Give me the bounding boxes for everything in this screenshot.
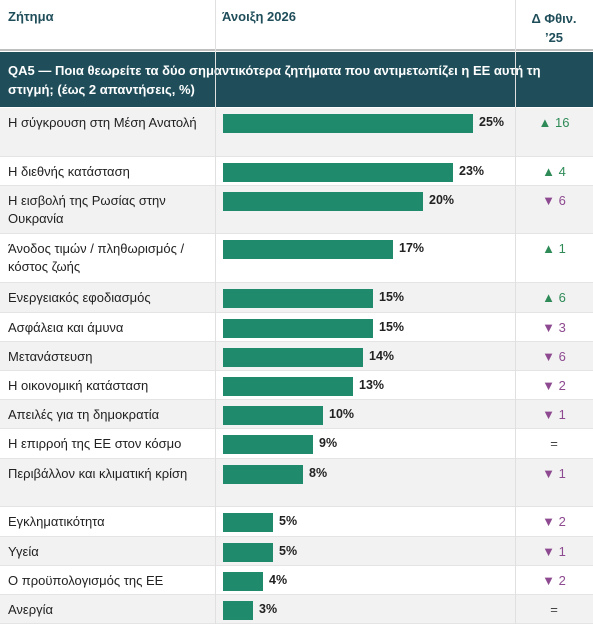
row: Υγεία 5% ▼ 1 <box>0 537 593 566</box>
row: Απειλές για τη δημοκρατία 10% ▼ 1 <box>0 400 593 429</box>
bar <box>223 572 263 591</box>
column-separator <box>215 0 216 624</box>
bar <box>223 319 373 338</box>
value-label: 3% <box>259 602 278 616</box>
value-label: 15% <box>379 320 405 334</box>
row-label: Η οικονομική κατάσταση <box>8 378 149 393</box>
value-label: 9% <box>319 436 338 450</box>
bar <box>223 240 393 259</box>
change-label: ▲ 4 <box>542 164 566 179</box>
bar <box>223 465 303 484</box>
row: Ανεργία 3% = <box>0 595 593 624</box>
change-label: ▼ 1 <box>542 544 566 559</box>
bar <box>223 513 273 532</box>
row: Άνοδος τιμών / πληθωρισμός / κόστος ζωής… <box>0 234 593 283</box>
row-label: Η εισβολή της Ρωσίας στην Ουκρανία <box>8 193 166 226</box>
value-label: 5% <box>279 514 298 528</box>
value-label: 8% <box>309 466 328 480</box>
change-label: ▼ 6 <box>542 193 566 208</box>
row-label: Η σύγκρουση στη Μέση Ανατολή <box>8 115 197 130</box>
row-label: Η διεθνής κατάσταση <box>8 164 130 179</box>
row-label: Απειλές για τη δημοκρατία <box>8 407 160 422</box>
row-label: Ανεργία <box>8 602 54 617</box>
bar <box>223 406 323 425</box>
row: Μετανάστευση 14% ▼ 6 <box>0 342 593 371</box>
value-label: 20% <box>429 193 455 207</box>
row: Η επιρροή της ΕΕ στον κόσμο 9% = <box>0 429 593 459</box>
row-label: Περιβάλλον και κλιματική κρίση <box>8 466 188 481</box>
column-header: Άνοιξη 2026 <box>222 9 296 24</box>
column-header: Ζήτημα <box>8 9 54 24</box>
change-label: ▲ 1 <box>542 241 566 256</box>
value-label: 25% <box>479 115 505 129</box>
bar <box>223 289 373 308</box>
row: Η εισβολή της Ρωσίας στην Ουκρανία 20% ▼ 6 <box>0 186 593 234</box>
change-label: ▼ 2 <box>542 573 566 588</box>
row: Εγκληματικότητα 5% ▼ 2 <box>0 507 593 537</box>
row-label: Υγεία <box>8 544 39 559</box>
value-label: 5% <box>279 544 298 558</box>
change-label: ▼ 2 <box>542 378 566 393</box>
change-label: = <box>550 602 558 617</box>
value-label: 4% <box>269 573 288 587</box>
value-label: 17% <box>399 241 425 255</box>
change-label: ▲ 6 <box>542 290 566 305</box>
value-label: 14% <box>369 349 395 363</box>
row-label: Ασφάλεια και άμυνα <box>8 320 124 335</box>
change-label: ▼ 1 <box>542 407 566 422</box>
value-label: 15% <box>379 290 405 304</box>
value-label: 13% <box>359 378 385 392</box>
row: Ο προϋπολογισμός της ΕΕ 4% ▼ 2 <box>0 566 593 595</box>
change-label: ▼ 1 <box>542 466 566 481</box>
row: Η σύγκρουση στη Μέση Ανατολή 25% ▲ 16 <box>0 108 593 157</box>
bar <box>223 543 273 562</box>
row-label: Μετανάστευση <box>8 349 93 364</box>
row: Η οικονομική κατάσταση 13% ▼ 2 <box>0 371 593 400</box>
change-label: = <box>550 436 558 451</box>
bar <box>223 192 423 211</box>
row-label: Η επιρροή της ΕΕ στον κόσμο <box>8 436 182 451</box>
question: QA5 — Ποια θεωρείτε τα δύο σημαντικότερα… <box>0 52 593 107</box>
row-label: Εγκληματικότητα <box>8 514 105 529</box>
value-label: 23% <box>459 164 485 178</box>
change-label: ▲ 16 <box>538 115 570 130</box>
row: Ενεργειακός εφοδιασμός 15% ▲ 6 <box>0 283 593 313</box>
row-label: Άνοδος τιμών / πληθωρισμός / κόστος ζωής <box>8 241 185 274</box>
bar <box>223 377 353 396</box>
row: Η διεθνής κατάσταση 23% ▲ 4 <box>0 157 593 186</box>
row: Περιβάλλον και κλιματική κρίση 8% ▼ 1 <box>0 459 593 507</box>
bar <box>223 435 313 454</box>
header-rule <box>0 49 593 51</box>
row-label: Ενεργειακός εφοδιασμός <box>8 290 151 305</box>
change-label: ▼ 2 <box>542 514 566 529</box>
value-label: 10% <box>329 407 355 421</box>
row-label: Ο προϋπολογισμός της ΕΕ <box>8 573 164 588</box>
bar <box>223 601 253 620</box>
change-label: ▼ 6 <box>542 349 566 364</box>
bar <box>223 114 473 133</box>
column-header: Δ Φθιν. ’25 <box>531 11 577 45</box>
row: Ασφάλεια και άμυνα 15% ▼ 3 <box>0 313 593 342</box>
column-separator <box>515 0 516 624</box>
bar <box>223 163 453 182</box>
change-label: ▼ 3 <box>542 320 566 335</box>
bar <box>223 348 363 367</box>
